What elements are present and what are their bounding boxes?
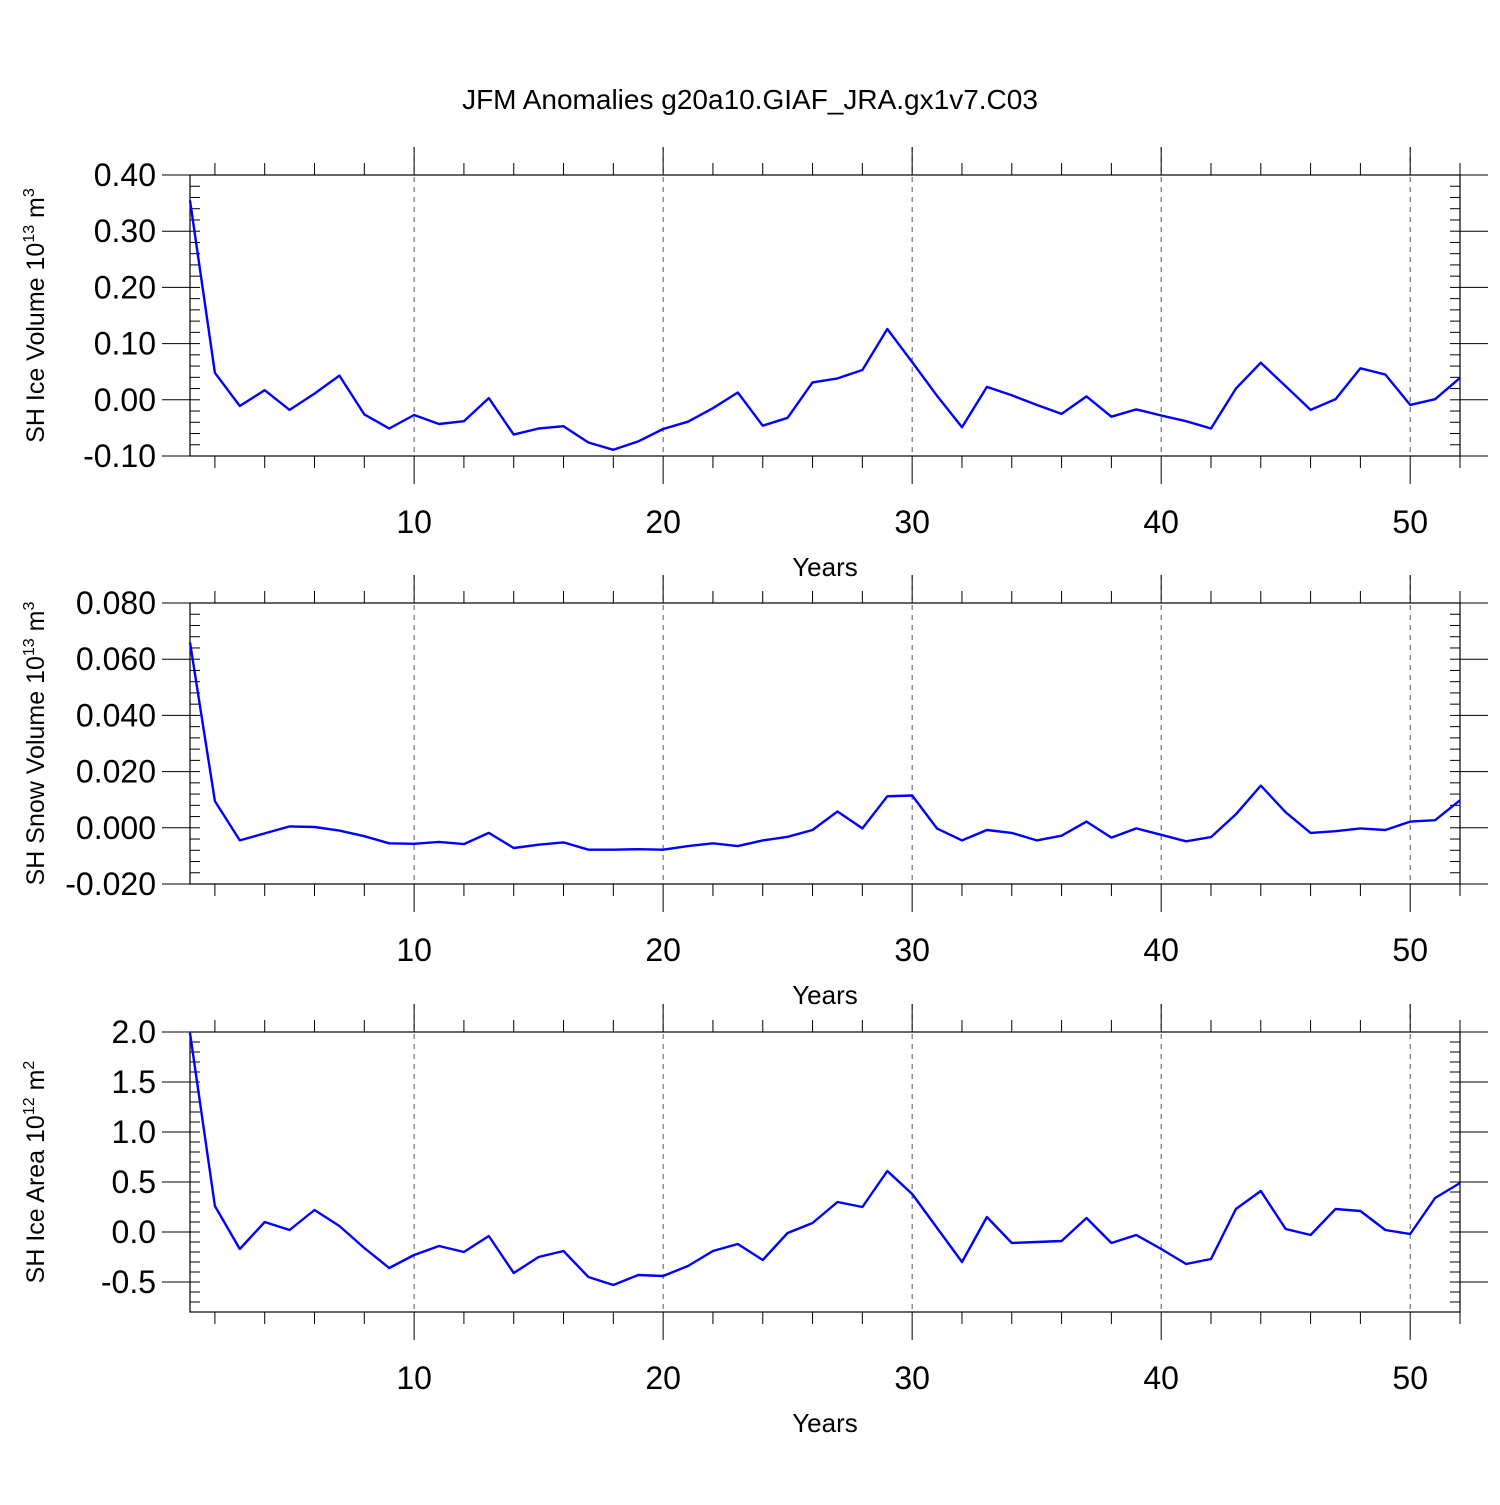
x-tick-label: 20	[645, 932, 681, 968]
x-tick-label: 50	[1392, 504, 1428, 540]
series-line	[188, 200, 1461, 451]
x-tick-label: 40	[1143, 932, 1179, 968]
y-tick-label: -0.10	[83, 438, 156, 474]
y-tick-label: 0.060	[76, 641, 156, 677]
plot-frame	[189, 174, 1461, 457]
x-tick-label: 50	[1392, 1360, 1428, 1396]
x-axis-label: Years	[792, 1408, 858, 1438]
x-axis-label: Years	[792, 980, 858, 1010]
panel-3: 10 20 30 40 50 Years -0.5 0.0 0.5 1.0 1.5 2.0 SH Ice…	[21, 1004, 1488, 1438]
y-tick-label: 2.0	[112, 1014, 156, 1050]
y-tick-label: 0.040	[76, 697, 156, 733]
y-tick-label: 0.5	[112, 1164, 156, 1200]
x-tick-label: 40	[1143, 1360, 1179, 1396]
x-tick-label: 30	[894, 504, 930, 540]
x-tick-label: 30	[894, 932, 930, 968]
y-axis-label: SH Ice Area 1012 m2	[21, 1061, 50, 1284]
y-tick-label: 0.20	[94, 269, 156, 305]
plot-frame	[189, 602, 1461, 885]
x-tick-label: 30	[894, 1360, 930, 1396]
y-axis-label: SH Snow Volume 1013 m3	[21, 602, 50, 886]
x-tick-label: 20	[645, 1360, 681, 1396]
plot-frame	[189, 1031, 1461, 1313]
y-tick-label: -0.020	[65, 866, 156, 902]
panel-2: 10 20 30 40 50 Years -0.020 0.000 0.020 0.040 0.06…	[21, 575, 1488, 1010]
y-tick-label: 0.10	[94, 326, 156, 362]
y-tick-label: 1.0	[112, 1114, 156, 1150]
x-tick-label: 20	[645, 504, 681, 540]
y-tick-label: 0.30	[94, 213, 156, 249]
x-tick-label: 10	[396, 1360, 432, 1396]
y-axis-label: SH Ice Volume 1013 m3	[21, 188, 50, 443]
y-tick-label: 0.00	[94, 382, 156, 418]
x-tick-label: 10	[396, 504, 432, 540]
panel-1: 10 20 30 40 50 Years -0.10 0.00 0.10 0.20 0.30 0.40…	[21, 147, 1488, 582]
x-tick-label: 10	[396, 932, 432, 968]
y-tick-label: 0.020	[76, 754, 156, 790]
y-tick-label: -0.5	[101, 1264, 156, 1300]
y-tick-label: 1.5	[112, 1064, 156, 1100]
y-tick-label: 0.000	[76, 810, 156, 846]
y-tick-label: 0.40	[94, 157, 156, 193]
y-tick-label: 0.080	[76, 585, 156, 621]
series-line	[188, 1032, 1461, 1287]
x-axis-label: Years	[792, 552, 858, 582]
x-tick-label: 40	[1143, 504, 1179, 540]
y-tick-label: 0.0	[112, 1214, 156, 1250]
x-tick-label: 50	[1392, 932, 1428, 968]
figure-title: JFM Anomalies g20a10.GIAF_JRA.gx1v7.C03	[462, 84, 1038, 115]
series-line	[188, 642, 1461, 851]
